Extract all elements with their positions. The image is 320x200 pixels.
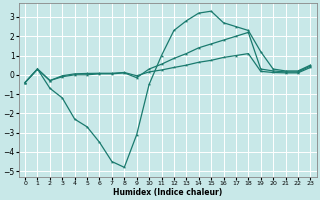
- X-axis label: Humidex (Indice chaleur): Humidex (Indice chaleur): [113, 188, 222, 197]
